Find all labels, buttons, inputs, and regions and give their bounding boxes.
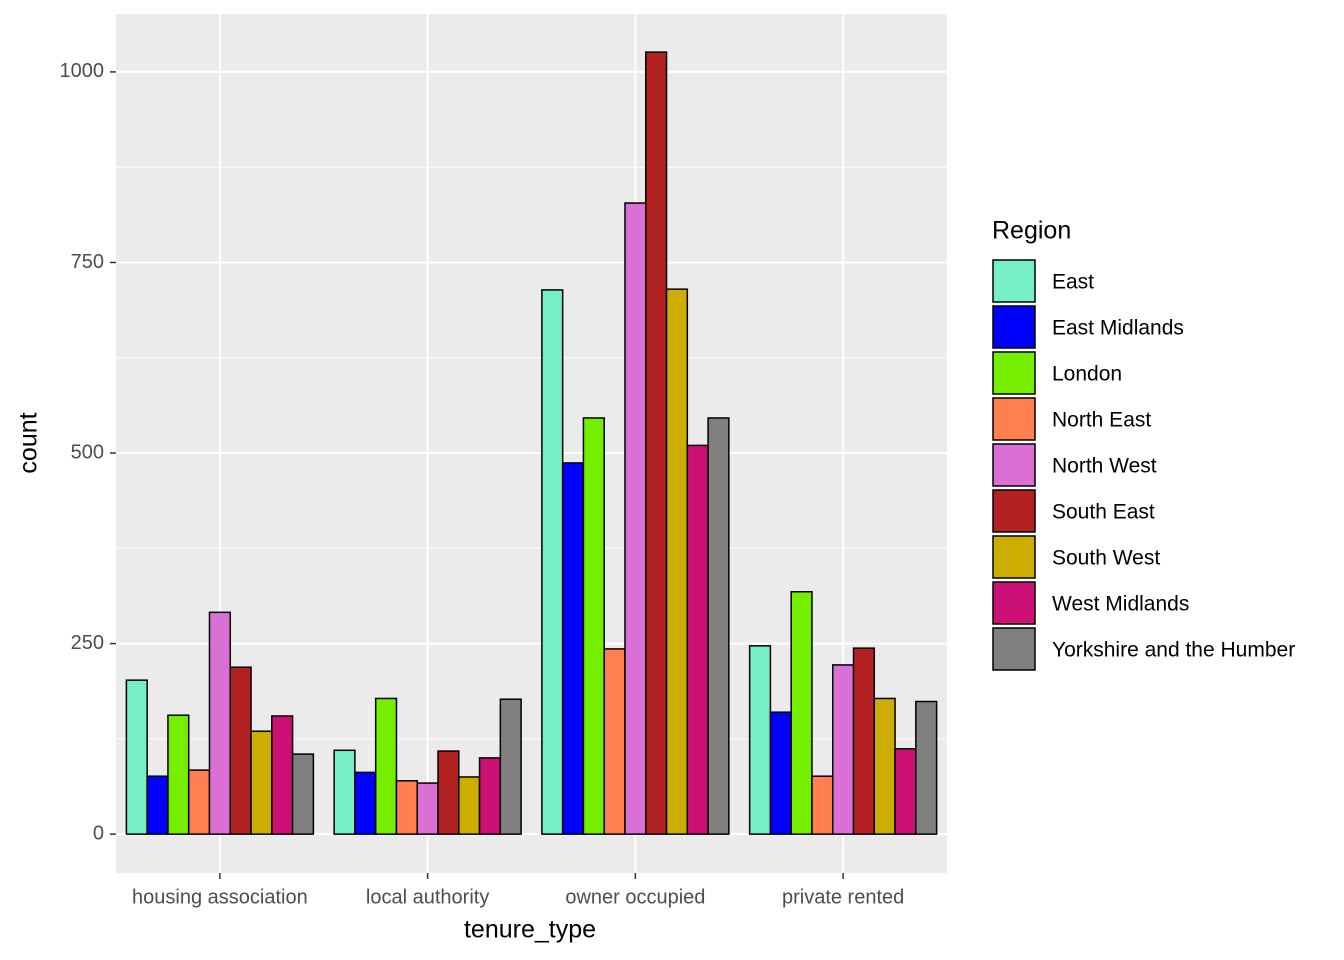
bar [458,776,481,835]
legend-label: North East [1052,409,1151,432]
x-tick-label: private rented [782,886,904,908]
legend-key [992,489,1036,533]
bar [437,750,460,835]
bar [894,748,917,835]
legend-key [992,627,1036,671]
bar [271,715,294,835]
legend-key [992,443,1036,487]
bar [416,782,439,835]
bars [125,51,938,835]
bar [915,700,938,835]
bar [624,202,647,835]
bar [561,462,585,835]
bar [852,647,876,835]
bar [146,775,169,835]
bar [831,664,855,835]
bar [354,771,377,835]
bar [208,611,232,835]
bar [811,775,834,835]
legend-label: North West [1052,455,1157,478]
y-tick-label: 750 [71,251,104,273]
legend-key [992,397,1036,441]
legend-key [992,535,1036,579]
x-tick-label: local authority [366,886,489,908]
bar [187,769,211,835]
bar [873,697,896,835]
bar [645,51,668,835]
y-tick-label: 0 [93,822,104,844]
x-axis-title: tenure_type [464,916,596,944]
legend-label: London [1052,363,1122,386]
bar [603,648,626,835]
bar [665,288,689,835]
legend-key [992,351,1036,395]
y-tick-label: 500 [71,441,104,463]
y-tick-label: 1000 [60,60,105,82]
bar [250,730,273,835]
y-axis-title: count [15,412,43,473]
bar [478,757,502,835]
legend: East East Midlands London North East North W… [992,259,1295,671]
legend-key [992,259,1036,303]
bar [229,666,252,835]
bar [333,749,356,835]
legend-label: West Midlands [1052,593,1189,616]
legend-label: East Midlands [1052,317,1184,340]
bar [769,711,792,835]
bar [395,780,418,835]
legend-label: South West [1052,547,1160,570]
legend-key [992,305,1036,349]
legend-label: East [1052,271,1094,294]
bar [499,698,522,835]
legend-label: Yorkshire and the Humber [1052,639,1295,662]
labels: 0 250 500 750 1000 housing association local a… [60,60,905,908]
bar [125,679,148,835]
x-tick-label: owner occupied [565,886,705,908]
x-tick-label: housing association [132,886,308,908]
legend-title: Region [992,217,1071,245]
bar [291,753,315,835]
legend-label: South East [1052,501,1155,524]
bar [374,697,398,835]
bar [707,417,730,835]
bar [748,645,772,835]
bar [167,714,190,835]
bar [686,444,709,835]
y-tick-label: 250 [71,632,104,654]
bar [541,289,564,835]
bar [790,590,813,835]
bar [582,417,605,835]
legend-key [992,581,1036,625]
